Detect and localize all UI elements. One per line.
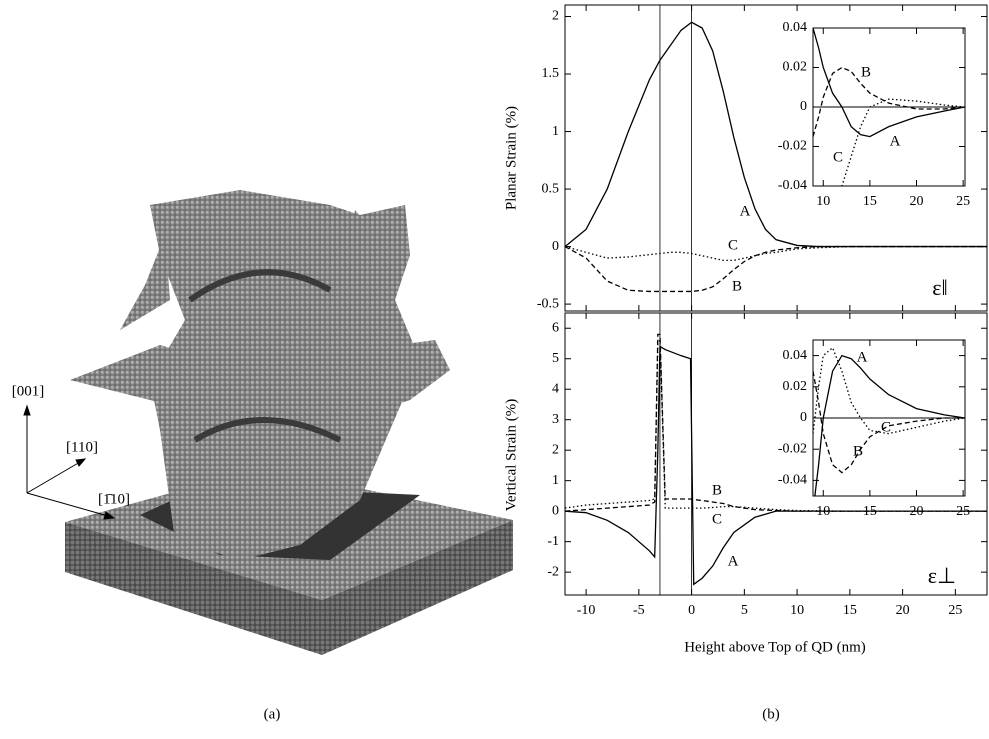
y-axis-label: Planar Strain (%) bbox=[503, 106, 519, 210]
series-label: C bbox=[712, 511, 722, 527]
x-tick-label: 20 bbox=[910, 194, 924, 209]
y-tick-label: -1 bbox=[547, 534, 559, 549]
y-tick-label: 0 bbox=[800, 99, 807, 114]
y-tick-label: 0.04 bbox=[783, 348, 808, 363]
y-tick-label: -2 bbox=[547, 564, 559, 579]
fin-left bbox=[120, 235, 170, 330]
series-label: A bbox=[890, 133, 901, 149]
series-label: A bbox=[740, 203, 751, 219]
y-tick-label: 0 bbox=[800, 410, 807, 425]
y-tick-label: 0.5 bbox=[542, 181, 560, 196]
x-tick-label: 25 bbox=[948, 603, 962, 618]
y-tick-label: -0.04 bbox=[778, 473, 807, 488]
x-tick-label: -5 bbox=[633, 603, 645, 618]
y-tick-label: 1 bbox=[552, 473, 559, 488]
x-tick-label: 10 bbox=[816, 194, 830, 209]
annotation: ε‖ bbox=[932, 275, 947, 300]
y-tick-label: 6 bbox=[552, 320, 559, 335]
panel-label: (b) bbox=[762, 706, 780, 722]
x-tick-label: 10 bbox=[816, 504, 830, 519]
series-label: B bbox=[861, 64, 871, 80]
x-tick-label: 15 bbox=[863, 194, 877, 209]
y-tick-label: 0.04 bbox=[783, 20, 808, 35]
y-tick-label: -0.5 bbox=[537, 296, 559, 311]
y-tick-label: 3 bbox=[552, 412, 559, 427]
y-tick-label: 4 bbox=[552, 381, 559, 396]
direction-label: [001] bbox=[12, 383, 45, 399]
annotation: ε⊥ bbox=[928, 563, 956, 588]
series-label: A bbox=[857, 349, 868, 365]
x-tick-label: 15 bbox=[863, 504, 877, 519]
series-label: C bbox=[728, 237, 738, 253]
panel-label: (a) bbox=[264, 706, 281, 722]
arrowhead bbox=[24, 406, 30, 415]
x-tick-label: 25 bbox=[956, 194, 970, 209]
series-label: C bbox=[881, 419, 891, 435]
x-tick-label: -10 bbox=[577, 603, 596, 618]
axis-1bar10 bbox=[27, 493, 108, 516]
x-tick-label: 0 bbox=[688, 603, 695, 618]
direction-label: [110] bbox=[66, 439, 98, 455]
y-tick-label: 0 bbox=[552, 503, 559, 518]
y-tick-label: -0.02 bbox=[778, 139, 807, 154]
x-tick-label: 10 bbox=[790, 603, 804, 618]
y-tick-label: 0.02 bbox=[783, 379, 808, 394]
y-tick-label: 0.02 bbox=[783, 60, 808, 75]
direction-label: [1̄10] bbox=[98, 491, 130, 507]
y-tick-label: -0.02 bbox=[778, 441, 807, 456]
x-tick-label: 25 bbox=[956, 504, 970, 519]
arrowhead bbox=[76, 459, 85, 466]
x-axis-label: Height above Top of QD (nm) bbox=[684, 639, 866, 655]
series-label: B bbox=[712, 482, 722, 498]
series-label: C bbox=[833, 149, 843, 165]
y-axis-label: Vertical Strain (%) bbox=[503, 399, 519, 511]
y-tick-label: 0 bbox=[552, 239, 559, 254]
series-label: B bbox=[853, 443, 863, 459]
series-label: B bbox=[732, 278, 742, 294]
series-label: A bbox=[728, 553, 739, 569]
y-tick-label: 2 bbox=[552, 442, 559, 457]
y-tick-label: 5 bbox=[552, 351, 559, 366]
y-tick-label: -0.04 bbox=[778, 178, 807, 193]
x-tick-label: 5 bbox=[741, 603, 748, 618]
y-tick-label: 1 bbox=[552, 124, 559, 139]
y-tick-label: 2 bbox=[552, 9, 559, 24]
x-tick-label: 20 bbox=[910, 504, 924, 519]
x-tick-label: 20 bbox=[896, 603, 910, 618]
axis-110 bbox=[27, 462, 80, 493]
y-tick-label: 1.5 bbox=[542, 66, 560, 81]
x-tick-label: 15 bbox=[843, 603, 857, 618]
figure: [001] [110] [1̄10] (a) (b) -0.5 0 0.5 1 1.5 2… bbox=[0, 0, 989, 739]
quantum-dot-rendering bbox=[65, 190, 513, 655]
